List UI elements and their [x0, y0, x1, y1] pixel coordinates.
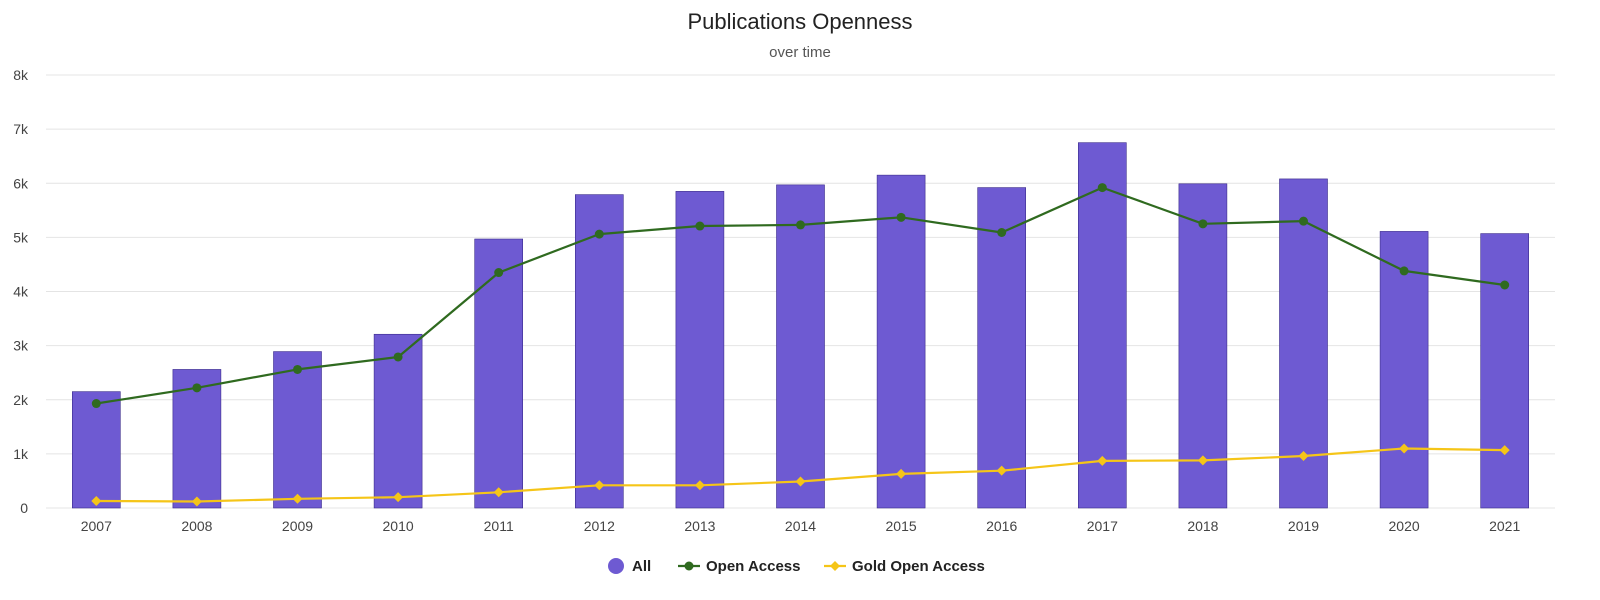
point-gold-open-access-2019 [1298, 451, 1309, 462]
point-open-access-2019 [1299, 216, 1308, 226]
y-axis: 0 1k 2k 3k 4k 5k 6k 7k 8k [13, 67, 29, 516]
point-open-access-2007 [91, 399, 101, 409]
point-open-access-2018 [1198, 219, 1208, 229]
chart-title: Publications Openness [687, 9, 912, 34]
bar-all-2016 [977, 187, 1027, 509]
point-open-access-2014 [796, 220, 805, 230]
y-tick-label: 0 [20, 500, 28, 516]
point-gold-open-access-2007 [91, 495, 102, 506]
point-gold-open-access-2012 [594, 480, 605, 491]
point-gold-open-access-2020 [1399, 443, 1410, 454]
legend-label-open-access: Open Access [706, 558, 801, 575]
x-tick-label: 2012 [584, 518, 615, 534]
x-tick-label: 2008 [181, 518, 212, 534]
point-gold-open-access-2015 [896, 468, 907, 479]
point-open-access-2012 [594, 229, 604, 239]
bar-all-2008 [172, 369, 222, 509]
x-tick-label: 2019 [1288, 518, 1319, 534]
x-tick-label: 2020 [1389, 518, 1420, 534]
x-tick-label: 2013 [684, 518, 715, 534]
legend-label-all: All [632, 558, 651, 575]
point-open-access-2015 [896, 212, 906, 222]
x-tick-label: 2014 [785, 518, 816, 534]
point-gold-open-access-2013 [694, 480, 705, 491]
point-open-access-2008 [192, 383, 202, 393]
legend-symbol-all [608, 558, 624, 574]
bar-all-2013 [675, 191, 725, 509]
point-open-access-2016 [997, 228, 1007, 238]
x-tick-label: 2007 [81, 518, 112, 534]
x-tick-label: 2015 [886, 518, 917, 534]
point-gold-open-access-2021 [1499, 445, 1510, 456]
x-tick-label: 2017 [1087, 518, 1118, 534]
bar-all-2014 [776, 184, 825, 509]
point-open-access-2020 [1399, 266, 1409, 276]
bar-all-2017 [1078, 142, 1127, 509]
line-series [91, 183, 1510, 507]
bar-all-2007 [72, 391, 121, 509]
bar-all-2010 [373, 333, 423, 509]
point-gold-open-access-2009 [292, 493, 303, 504]
y-tick-label: 4k [13, 284, 29, 300]
bar-all-2015 [876, 174, 926, 509]
y-tick-label: 3k [13, 338, 29, 354]
point-open-access-2009 [293, 364, 302, 374]
legend-label-gold-open-access: Gold Open Access [852, 558, 985, 575]
bar-all-2009 [273, 351, 322, 509]
point-gold-open-access-2008 [191, 496, 202, 507]
x-tick-label: 2011 [484, 518, 514, 534]
bar-all-2011 [474, 238, 524, 509]
point-gold-open-access-2018 [1197, 455, 1208, 466]
bar-all-2020 [1379, 231, 1429, 509]
x-tick-label: 2009 [282, 518, 313, 534]
y-tick-label: 1k [13, 446, 29, 462]
legend: All Open Access Gold Open Access [608, 558, 985, 575]
x-axis: 2007 2008 2009 2010 2011 2012 2013 2014 2015 2016… [81, 518, 1521, 534]
y-tick-label: 2k [13, 392, 29, 408]
point-gold-open-access-2010 [393, 492, 404, 503]
x-tick-label: 2010 [383, 518, 414, 534]
bar-all-2018 [1178, 183, 1228, 509]
point-gold-open-access-2016 [996, 465, 1007, 476]
legend-symbol-gold-open-access [830, 561, 840, 571]
bar-all-2021 [1480, 233, 1529, 509]
x-tick-label: 2021 [1489, 518, 1520, 534]
legend-symbol-open-access [684, 561, 694, 571]
point-gold-open-access-2017 [1097, 455, 1108, 466]
x-tick-label: 2016 [986, 518, 1017, 534]
point-gold-open-access-2014 [795, 476, 806, 487]
point-open-access-2010 [393, 352, 403, 362]
y-tick-label: 7k [13, 121, 29, 137]
y-tick-label: 6k [13, 175, 29, 191]
bar-all-2012 [574, 194, 624, 509]
point-gold-open-access-2011 [493, 487, 504, 498]
point-open-access-2011 [494, 268, 504, 278]
x-tick-label: 2018 [1187, 518, 1218, 534]
y-tick-label: 8k [13, 67, 29, 83]
chart-subtitle: over time [769, 44, 831, 61]
point-open-access-2017 [1097, 183, 1107, 193]
bar-series [72, 142, 1529, 509]
point-open-access-2021 [1500, 280, 1510, 290]
y-tick-label: 5k [13, 229, 29, 245]
point-open-access-2013 [695, 221, 705, 231]
